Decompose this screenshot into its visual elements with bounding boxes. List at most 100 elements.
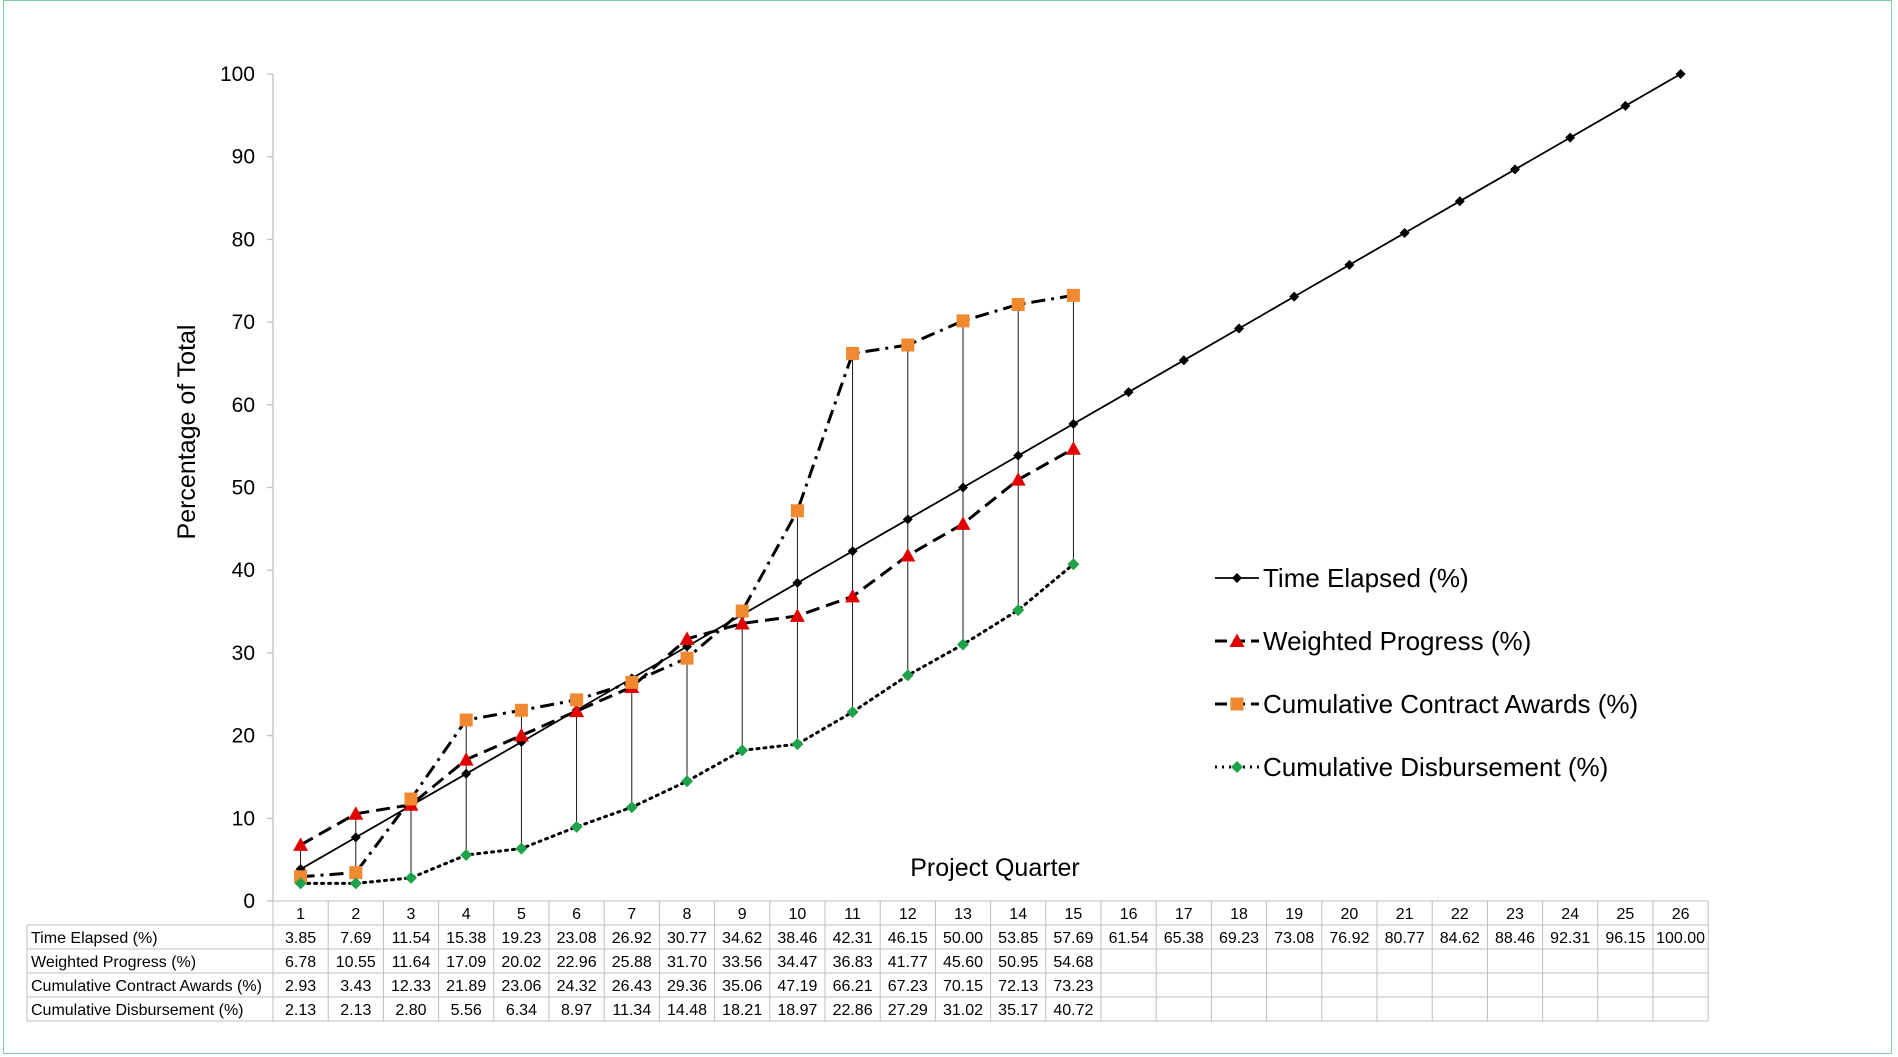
y-tick-label: 40 [232, 559, 255, 582]
y-tick-label: 70 [232, 311, 255, 334]
table-cell: 61.54 [1109, 930, 1149, 947]
table-cell: 6.78 [285, 954, 316, 971]
x-category-label: 23 [1506, 906, 1524, 923]
table-cell: 11.64 [392, 954, 431, 971]
data-point [901, 669, 914, 682]
x-category-label: 5 [517, 906, 526, 923]
data-point [958, 482, 968, 493]
table-cell: 22.96 [557, 954, 597, 971]
table-cell: 57.69 [1053, 930, 1093, 947]
table-cell: 7.69 [340, 930, 371, 947]
table-cell: 30.77 [667, 930, 707, 947]
table-cell: 25.88 [612, 954, 652, 971]
data-point [1013, 450, 1024, 461]
table-cell: 36.83 [833, 954, 873, 971]
table-cell: 34.62 [722, 930, 762, 947]
table-cell: 5.56 [451, 1002, 482, 1019]
data-point [956, 314, 970, 328]
table-row-header: Time Elapsed (%) [31, 930, 158, 947]
data-point [1344, 259, 1355, 270]
x-category-label: 11 [844, 906, 861, 923]
x-category-label: 3 [407, 906, 416, 923]
x-category-label: 20 [1341, 906, 1359, 923]
x-category-label: 9 [738, 906, 747, 923]
data-point [515, 842, 528, 855]
x-category-label: 15 [1065, 906, 1083, 923]
data-point [458, 752, 474, 766]
data-point [736, 744, 749, 757]
table-cell: 15.38 [446, 930, 486, 947]
data-point [294, 877, 307, 890]
table-cell: 72.13 [998, 978, 1038, 995]
table-cell: 18.21 [722, 1002, 762, 1019]
data-point [514, 703, 528, 717]
data-point [461, 768, 472, 779]
data-point [1010, 472, 1026, 486]
data-point [846, 705, 859, 718]
table-cell: 41.77 [888, 954, 928, 971]
table-cell: 21.89 [446, 978, 486, 995]
table-cell: 24.32 [557, 978, 597, 995]
legend-marker [1230, 697, 1244, 711]
data-point [734, 615, 750, 630]
data-point [570, 820, 583, 833]
data-point [846, 346, 860, 360]
x-category-label: 13 [954, 906, 972, 923]
table-cell: 8.97 [561, 1002, 592, 1019]
series-line [300, 293, 1074, 879]
table-cell: 47.19 [777, 978, 817, 995]
data-point [570, 693, 584, 707]
table-cell: 12.33 [391, 978, 431, 995]
data-point [955, 516, 971, 530]
data-point [1011, 297, 1025, 311]
data-point [789, 608, 805, 622]
legend-marker [1229, 633, 1245, 647]
data-point [791, 738, 804, 751]
y-tick-label: 90 [232, 146, 255, 169]
x-category-label: 6 [572, 906, 581, 923]
table-cell: 33.56 [722, 954, 762, 971]
legend-marker [1231, 761, 1243, 773]
y-tick-label: 30 [232, 642, 255, 665]
table-cell: 76.92 [1329, 930, 1369, 947]
table-cell: 20.02 [501, 954, 541, 971]
table-cell: 17.09 [446, 954, 486, 971]
table-cell: 66.21 [833, 978, 873, 995]
table-cell: 29.36 [667, 978, 707, 995]
data-point [625, 675, 639, 689]
table-cell: 2.80 [395, 1002, 426, 1019]
table-cell: 2.13 [285, 1002, 316, 1019]
data-point [792, 577, 803, 588]
x-category-label: 18 [1230, 906, 1248, 923]
legend-label: Time Elapsed (%) [1263, 563, 1469, 593]
table-cell: 42.31 [833, 930, 873, 947]
table-cell: 73.23 [1053, 978, 1093, 995]
x-category-label: 16 [1120, 906, 1138, 923]
data-point [294, 870, 308, 884]
y-tick-label: 100 [220, 63, 255, 86]
data-point [1012, 604, 1025, 617]
table-cell: 70.15 [943, 978, 983, 995]
y-tick-label: 0 [243, 890, 255, 913]
x-category-label: 21 [1396, 906, 1414, 923]
data-point [845, 588, 861, 603]
data-point [957, 638, 969, 651]
x-category-label: 25 [1617, 906, 1635, 923]
table-cell: 84.62 [1440, 930, 1480, 947]
table-row-header: Cumulative Contract Awards (%) [31, 978, 262, 995]
legend-marker [1232, 573, 1242, 583]
table-cell: 46.15 [888, 930, 928, 947]
table-cell: 2.93 [285, 978, 316, 995]
data-point [569, 703, 585, 718]
table-cell: 100.00 [1656, 930, 1705, 947]
data-point [350, 832, 361, 843]
x-category-label: 17 [1175, 906, 1193, 923]
table-cell: 11.34 [612, 1002, 651, 1019]
table-cell: 40.72 [1053, 1002, 1093, 1019]
data-point [680, 651, 694, 665]
y-tick-label: 10 [232, 807, 255, 830]
data-point [1123, 387, 1134, 398]
data-point [1065, 441, 1081, 455]
table-cell: 11.54 [392, 930, 431, 947]
data-point [902, 514, 913, 525]
